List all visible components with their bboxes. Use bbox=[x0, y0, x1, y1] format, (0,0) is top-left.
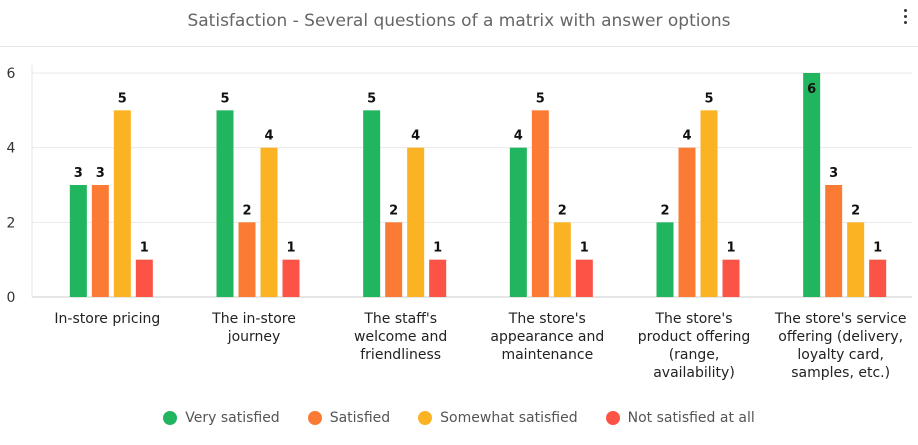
bar-not-satisfied-at-all bbox=[429, 259, 447, 297]
legend-label: Very satisfied bbox=[185, 410, 280, 426]
data-label: 1 bbox=[140, 241, 149, 256]
data-label: 2 bbox=[389, 203, 398, 218]
legend-label: Somewhat satisfied bbox=[440, 410, 578, 426]
bar-very-satisfied bbox=[363, 110, 381, 297]
bar-somewhat-satisfied bbox=[847, 222, 865, 297]
y-tick-label: 6 bbox=[7, 66, 16, 82]
bar-somewhat-satisfied bbox=[553, 222, 571, 297]
data-label: 1 bbox=[580, 241, 589, 256]
bar-not-satisfied-at-all bbox=[869, 259, 887, 297]
category-label: The store's product offering (range, availa… bbox=[638, 311, 751, 381]
category-label: The in-store journey bbox=[211, 311, 296, 345]
data-label: 5 bbox=[220, 91, 229, 106]
data-label: 4 bbox=[682, 129, 691, 144]
bar-satisfied bbox=[678, 147, 696, 297]
bar-somewhat-satisfied bbox=[260, 147, 278, 297]
bar-satisfied bbox=[91, 185, 109, 297]
legend-marker bbox=[307, 411, 322, 425]
data-label: 1 bbox=[433, 241, 442, 256]
chart-header: Satisfaction - Several questions of a ma… bbox=[0, 0, 918, 47]
chart-legend: Very satisfied Satisfied Somewhat satisfie… bbox=[0, 408, 918, 428]
bar-very-satisfied bbox=[69, 185, 87, 297]
bar-somewhat-satisfied bbox=[700, 110, 718, 297]
bar-satisfied bbox=[825, 185, 843, 297]
data-label: 2 bbox=[851, 203, 860, 218]
y-tick-label: 2 bbox=[7, 215, 16, 231]
category-label: In-store pricing bbox=[54, 311, 160, 327]
chart-title: Satisfaction - Several questions of a ma… bbox=[187, 11, 731, 31]
data-label: 3 bbox=[829, 166, 838, 181]
bar-very-satisfied bbox=[509, 147, 527, 297]
category-label: The store's service offering (delivery, lo… bbox=[774, 311, 907, 381]
data-label: 3 bbox=[74, 166, 83, 181]
data-label: 6 bbox=[807, 82, 816, 97]
legend-item[interactable]: Somewhat satisfied bbox=[418, 410, 578, 426]
y-tick-label: 0 bbox=[7, 290, 16, 306]
data-label: 2 bbox=[242, 203, 251, 218]
bar-very-satisfied bbox=[803, 73, 821, 297]
legend-marker bbox=[418, 411, 433, 425]
bar-very-satisfied bbox=[216, 110, 234, 297]
data-label: 1 bbox=[286, 241, 295, 256]
bar-somewhat-satisfied bbox=[113, 110, 131, 297]
category-label: The staff's welcome and friendliness bbox=[354, 311, 447, 363]
legend-marker bbox=[605, 411, 620, 425]
data-label: 4 bbox=[264, 129, 273, 144]
data-label: 4 bbox=[411, 129, 420, 144]
bar-very-satisfied bbox=[656, 222, 674, 297]
bar-satisfied bbox=[238, 222, 256, 297]
bar-satisfied bbox=[531, 110, 549, 297]
bar-somewhat-satisfied bbox=[407, 147, 425, 297]
bar-satisfied bbox=[385, 222, 403, 297]
y-tick-label: 4 bbox=[7, 141, 16, 157]
data-label: 3 bbox=[96, 166, 105, 181]
legend-item[interactable]: Satisfied bbox=[307, 410, 391, 426]
bar-not-satisfied-at-all bbox=[135, 259, 153, 297]
bar-not-satisfied-at-all bbox=[575, 259, 593, 297]
legend-label: Not satisfied at all bbox=[627, 410, 755, 426]
legend-marker bbox=[163, 411, 178, 425]
bar-chart: 0 2 4 6 3 5 5 4 2 6 3 2 2 5 4 3 5 4 4 2 5 2 1 1 1 1 1 1 In-store pri… bbox=[7, 65, 912, 381]
more-vertical-icon[interactable] bbox=[900, 9, 910, 31]
category-label: The store's appearance and maintenance bbox=[490, 311, 604, 363]
data-label: 5 bbox=[704, 91, 713, 106]
bar-not-satisfied-at-all bbox=[282, 259, 300, 297]
legend-label: Satisfied bbox=[329, 410, 391, 426]
data-label: 5 bbox=[118, 91, 127, 106]
data-label: 1 bbox=[873, 241, 882, 256]
legend-item[interactable]: Very satisfied bbox=[163, 410, 280, 426]
legend-item[interactable]: Not satisfied at all bbox=[605, 410, 755, 426]
data-label: 1 bbox=[726, 241, 735, 256]
data-label: 2 bbox=[558, 203, 567, 218]
data-label: 4 bbox=[514, 129, 523, 144]
data-label: 5 bbox=[367, 91, 376, 106]
data-label: 2 bbox=[660, 203, 669, 218]
bar-not-satisfied-at-all bbox=[722, 259, 740, 297]
data-label: 5 bbox=[536, 91, 545, 106]
